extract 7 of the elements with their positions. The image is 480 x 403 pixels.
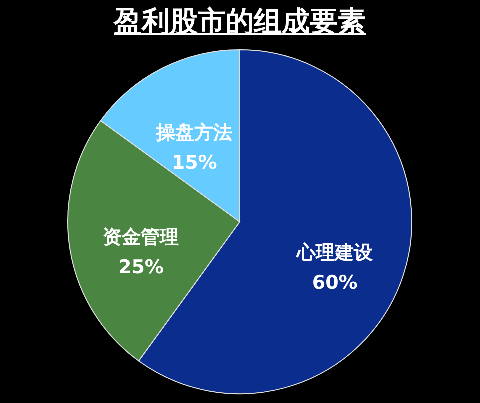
data-label: 15% <box>172 152 218 174</box>
data-label: 25% <box>118 256 164 279</box>
chart-title: 盈利股市的组成要素 <box>112 4 367 40</box>
slice-label: 资金管理 <box>103 226 180 249</box>
slice-label: 心理建设 <box>296 242 374 264</box>
data-label: 60% <box>312 272 358 294</box>
slice-label: 操盘方法 <box>156 122 233 144</box>
